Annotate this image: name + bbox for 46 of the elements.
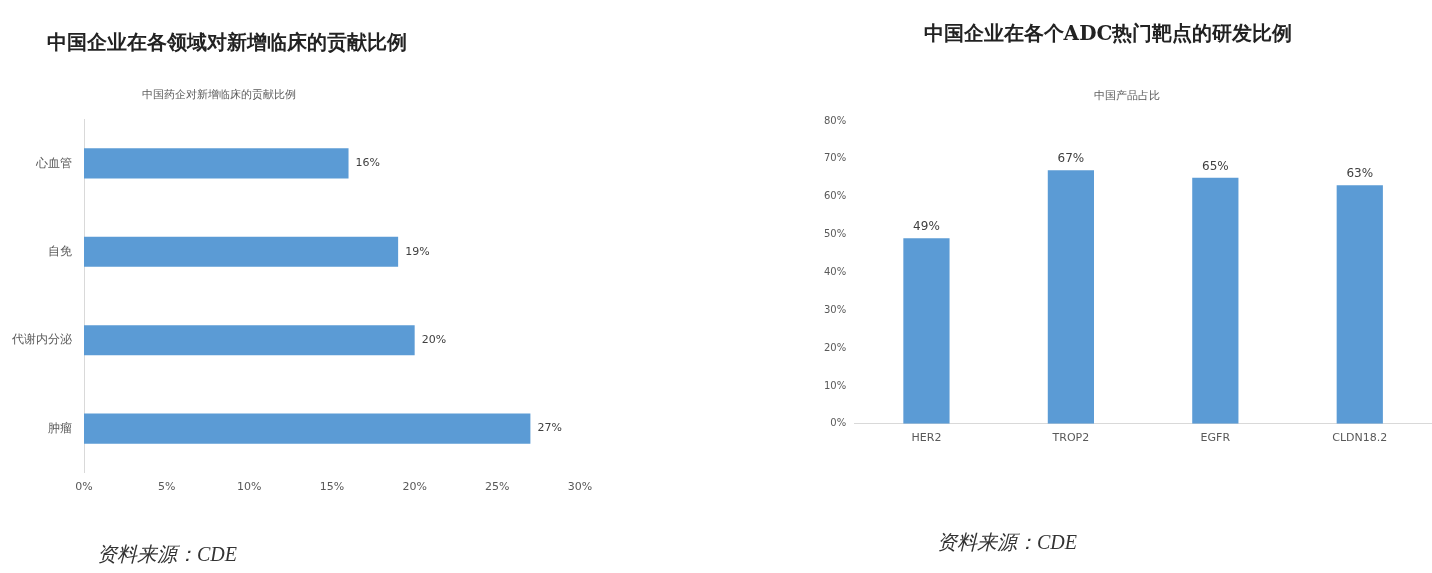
bar <box>1047 170 1094 424</box>
data-label: 20% <box>421 333 447 347</box>
x-tick-label: EGFR <box>1200 431 1231 445</box>
data-label: 19% <box>405 244 430 258</box>
chart-subtitle: 中国药企对新增临床的贡献比例 <box>142 87 296 102</box>
y-tick-label: 70% <box>823 152 847 164</box>
y-tick-label: 60% <box>823 190 847 202</box>
chart-title: 中国企业在各个ADC热门靶点的研发比例 <box>923 20 1293 47</box>
data-label: 63% <box>1346 166 1374 181</box>
x-tick-label: TROP2 <box>1051 431 1090 445</box>
x-tick-label: 5% <box>157 480 176 494</box>
bar <box>84 148 349 179</box>
x-tick-label: CLDN18.2 <box>1332 431 1388 445</box>
bar <box>1192 177 1239 424</box>
y-tick-label: 10% <box>823 379 847 391</box>
x-tick-label: HER2 <box>911 431 942 445</box>
data-label: 16% <box>355 156 380 170</box>
data-label: 27% <box>537 421 562 435</box>
y-tick-label: 0% <box>830 417 847 429</box>
y-tick-label: 50% <box>823 228 847 240</box>
x-tick-label: 20% <box>402 480 427 494</box>
y-tick-label: 自免 <box>48 243 72 258</box>
y-tick-label: 代谢内分泌 <box>11 332 72 347</box>
text: 资料来源：CDE <box>937 530 1077 555</box>
x-tick-label: 15% <box>319 480 345 494</box>
data-label: 49% <box>913 219 940 234</box>
y-tick-label: 80% <box>823 114 847 126</box>
chart-title: 中国企业在各领域对新增临床的贡献比例 <box>47 29 407 56</box>
x-tick-label: 10% <box>237 480 262 494</box>
bar <box>1336 185 1383 424</box>
text: 资料来源：CDE <box>97 542 237 567</box>
y-tick-label: 30% <box>823 303 847 315</box>
x-tick-label: 0% <box>75 480 93 494</box>
x-tick-label: 30% <box>567 480 593 494</box>
chart-subtitle: 中国产品占比 <box>1094 88 1160 103</box>
data-label: 67% <box>1057 151 1085 166</box>
data-label: 65% <box>1202 158 1229 173</box>
y-tick-label: 心血管 <box>35 155 72 170</box>
y-tick-label: 肿瘤 <box>48 420 72 435</box>
bar <box>84 413 531 444</box>
x-tick-label: 25% <box>485 480 510 494</box>
y-tick-label: 20% <box>823 341 847 353</box>
bar <box>84 325 415 356</box>
bar <box>903 238 950 424</box>
y-tick-label: 40% <box>823 265 847 277</box>
bar <box>84 236 399 267</box>
